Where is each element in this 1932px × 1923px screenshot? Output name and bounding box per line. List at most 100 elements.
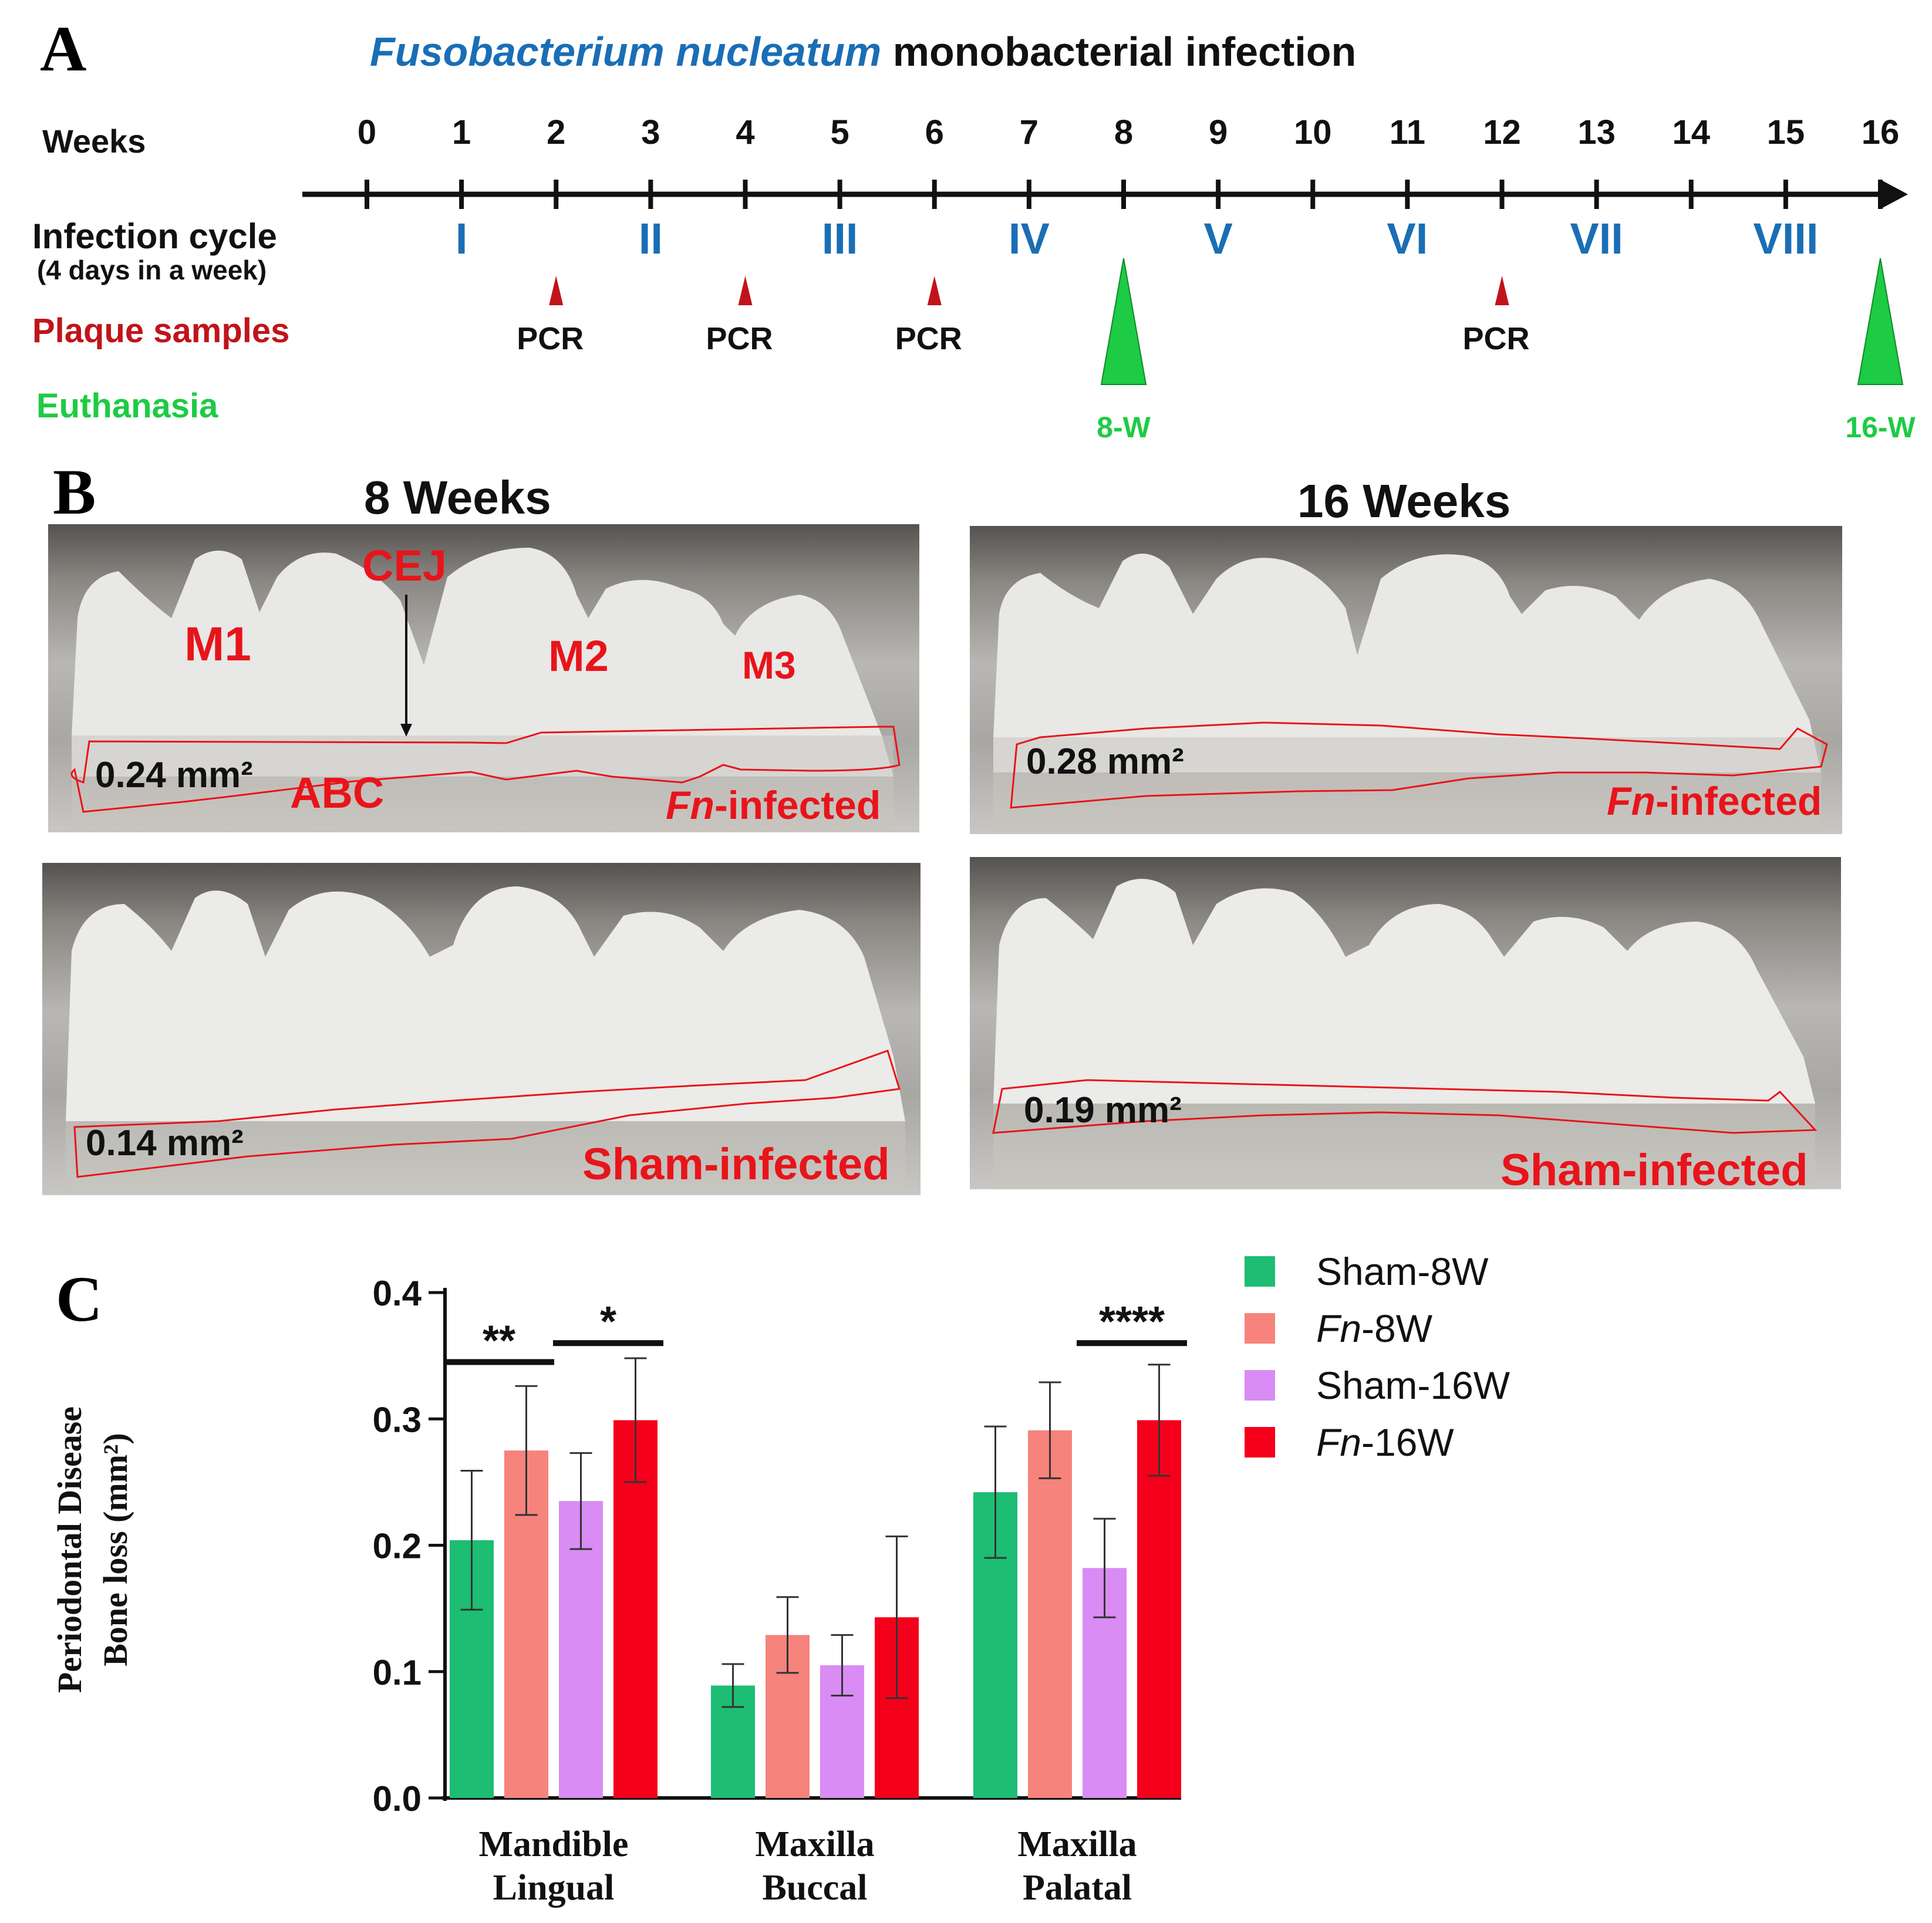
legend-item-sham-8w: Sham-8W (1245, 1248, 1488, 1295)
bar-fn-16w (1137, 1420, 1181, 1798)
photo-16w-sham-infected: 0.19 mm² Sham-infected (970, 857, 1841, 1189)
bar-fn-8w (1028, 1430, 1072, 1798)
infection-cycle-numeral: V (1203, 214, 1232, 263)
legend-swatch (1245, 1370, 1275, 1401)
teeth-drawing (66, 886, 905, 1195)
panel-b-letter: B (53, 456, 96, 528)
euthanasia-marker (1857, 258, 1904, 385)
x-category-label: Maxilla (1017, 1824, 1137, 1864)
x-category-label: Lingual (493, 1868, 615, 1908)
significance-label: * (600, 1298, 616, 1345)
x-category-label: Mandible (479, 1824, 629, 1864)
euthanasia-label: Euthanasia (36, 387, 218, 425)
week-tick-label: 10 (1294, 113, 1332, 151)
panel-c-letter: C (56, 1263, 103, 1335)
infection-cycle-numeral: VI (1387, 214, 1428, 263)
area-value: 0.19 mm² (1024, 1090, 1182, 1131)
infection-cycle-title: Infection cycle (32, 217, 277, 256)
legend-item-fn-8w: Fn-8W (1245, 1305, 1432, 1352)
week-tick-label: 13 (1577, 113, 1616, 151)
week-tick-label: 14 (1672, 113, 1710, 151)
panel-a-letter: A (40, 13, 87, 85)
group-label: Fn-infected (1607, 778, 1822, 824)
y-tick-label: 0.3 (373, 1400, 422, 1439)
infection-cycle-numeral: IV (1009, 214, 1050, 263)
week-tick-label: 12 (1483, 113, 1521, 151)
timeline-arrowhead (1882, 180, 1908, 208)
legend-swatch (1245, 1427, 1275, 1458)
legend-label: Fn-16W (1316, 1421, 1454, 1464)
photo-16w-fn-infected: 0.28 mm² Fn-infected (970, 526, 1842, 834)
x-category-label: Palatal (1023, 1868, 1132, 1908)
bar-sham-16w (559, 1501, 603, 1798)
bar-chart: 0.00.10.20.30.4MandibleLingualMaxillaBuc… (373, 1274, 1187, 1908)
significance-label: **** (1099, 1298, 1165, 1345)
area-value: 0.14 mm² (86, 1123, 244, 1163)
teeth-drawing (992, 879, 1818, 1189)
weeks-label: Weeks (42, 123, 146, 160)
legend-label: Fn-8W (1316, 1307, 1433, 1350)
week-tick-label: 16 (1862, 113, 1900, 151)
y-tick-label: 0.2 (373, 1527, 422, 1566)
area-value: 0.28 mm² (1026, 741, 1184, 782)
y-axis-label-line1: Periodontal Disease (50, 1406, 89, 1693)
infection-cycle-numeral: VIII (1753, 214, 1818, 263)
legend-swatch (1245, 1256, 1275, 1287)
week-tick-label: 8 (1114, 113, 1133, 151)
euthanasia-point-label: 8-W (1097, 411, 1151, 444)
group-label-rest: Sham-infected (582, 1139, 890, 1189)
pcr-label: PCR (517, 321, 584, 356)
week-tick-label: 5 (830, 113, 849, 151)
week-tick-label: 7 (1020, 113, 1039, 151)
week-tick-label: 0 (358, 113, 376, 151)
legend-label: Sham-16W (1316, 1364, 1510, 1407)
x-category-label: Maxilla (755, 1824, 874, 1864)
week-tick-label: 6 (925, 113, 944, 151)
group-label-italic: Fn (1607, 779, 1656, 824)
week-tick-label: 15 (1767, 113, 1805, 151)
group-label: Fn-infected (666, 782, 881, 828)
pcr-label: PCR (706, 321, 773, 356)
y-axis-label-line2: Bone loss (mm²) (96, 1433, 134, 1666)
group-label-italic: Fn (666, 783, 715, 828)
legend-item-sham-16w: Sham-16W (1245, 1362, 1510, 1409)
week-tick-label: 9 (1209, 113, 1228, 151)
y-tick-label: 0.1 (373, 1653, 422, 1692)
infection-cycle-numeral: III (822, 214, 858, 263)
group-label-rest: -infected (1655, 779, 1822, 824)
y-tick-label: 0.4 (373, 1274, 422, 1313)
photo-8w-sham-infected: 0.14 mm² Sham-infected (42, 863, 921, 1195)
label-cej: CEJ (362, 541, 447, 590)
label-m2: M2 (548, 632, 609, 680)
infection-cycle-numeral: II (639, 214, 663, 263)
plaque-samples-label: Plaque samples (32, 312, 290, 350)
y-tick-label: 0.0 (373, 1779, 422, 1819)
label-m3: M3 (742, 643, 796, 687)
week-tick-label: 2 (547, 113, 565, 151)
teeth-drawing (70, 548, 901, 832)
label-abc: ABC (290, 768, 385, 817)
infection-cycle-label: Infection cycle (4 days in a week) (32, 216, 277, 286)
legend-label: Sham-8W (1316, 1250, 1489, 1293)
panel-a-title-rest: monobacterial infection (881, 29, 1357, 75)
column-title-16-weeks: 16 Weeks (1297, 475, 1511, 527)
euthanasia-marker (1100, 258, 1147, 385)
week-tick-label: 11 (1390, 113, 1425, 151)
legend-item-fn-16w: Fn-16W (1245, 1419, 1454, 1466)
significance-label: ** (483, 1317, 515, 1364)
euthanasia-point-label: 16-W (1845, 411, 1916, 444)
panel-a-title-organism: Fusobacterium nucleatum (370, 29, 882, 75)
week-tick-label: 1 (452, 113, 471, 151)
timeline-svg: 0 1 2 3 4 5 6 7 8 9 10 11 12 13 14 15 16I II III IV V VI VII VI… (302, 113, 1916, 444)
pcr-label: PCR (895, 321, 962, 356)
legend-swatch (1245, 1313, 1275, 1344)
x-category-label: Buccal (762, 1868, 867, 1908)
infection-cycle-numeral: VII (1570, 214, 1623, 263)
week-tick-label: 4 (736, 113, 754, 151)
week-tick-label: 3 (641, 113, 660, 151)
panel-a-title: Fusobacterium nucleatum monobacterial in… (370, 28, 1356, 75)
column-title-8-weeks: 8 Weeks (364, 471, 551, 524)
y-axis-label: Periodontal Disease Bone loss (mm²) (47, 1286, 139, 1814)
group-label-rest: Sham-infected (1501, 1145, 1808, 1189)
label-m1: M1 (184, 618, 251, 671)
